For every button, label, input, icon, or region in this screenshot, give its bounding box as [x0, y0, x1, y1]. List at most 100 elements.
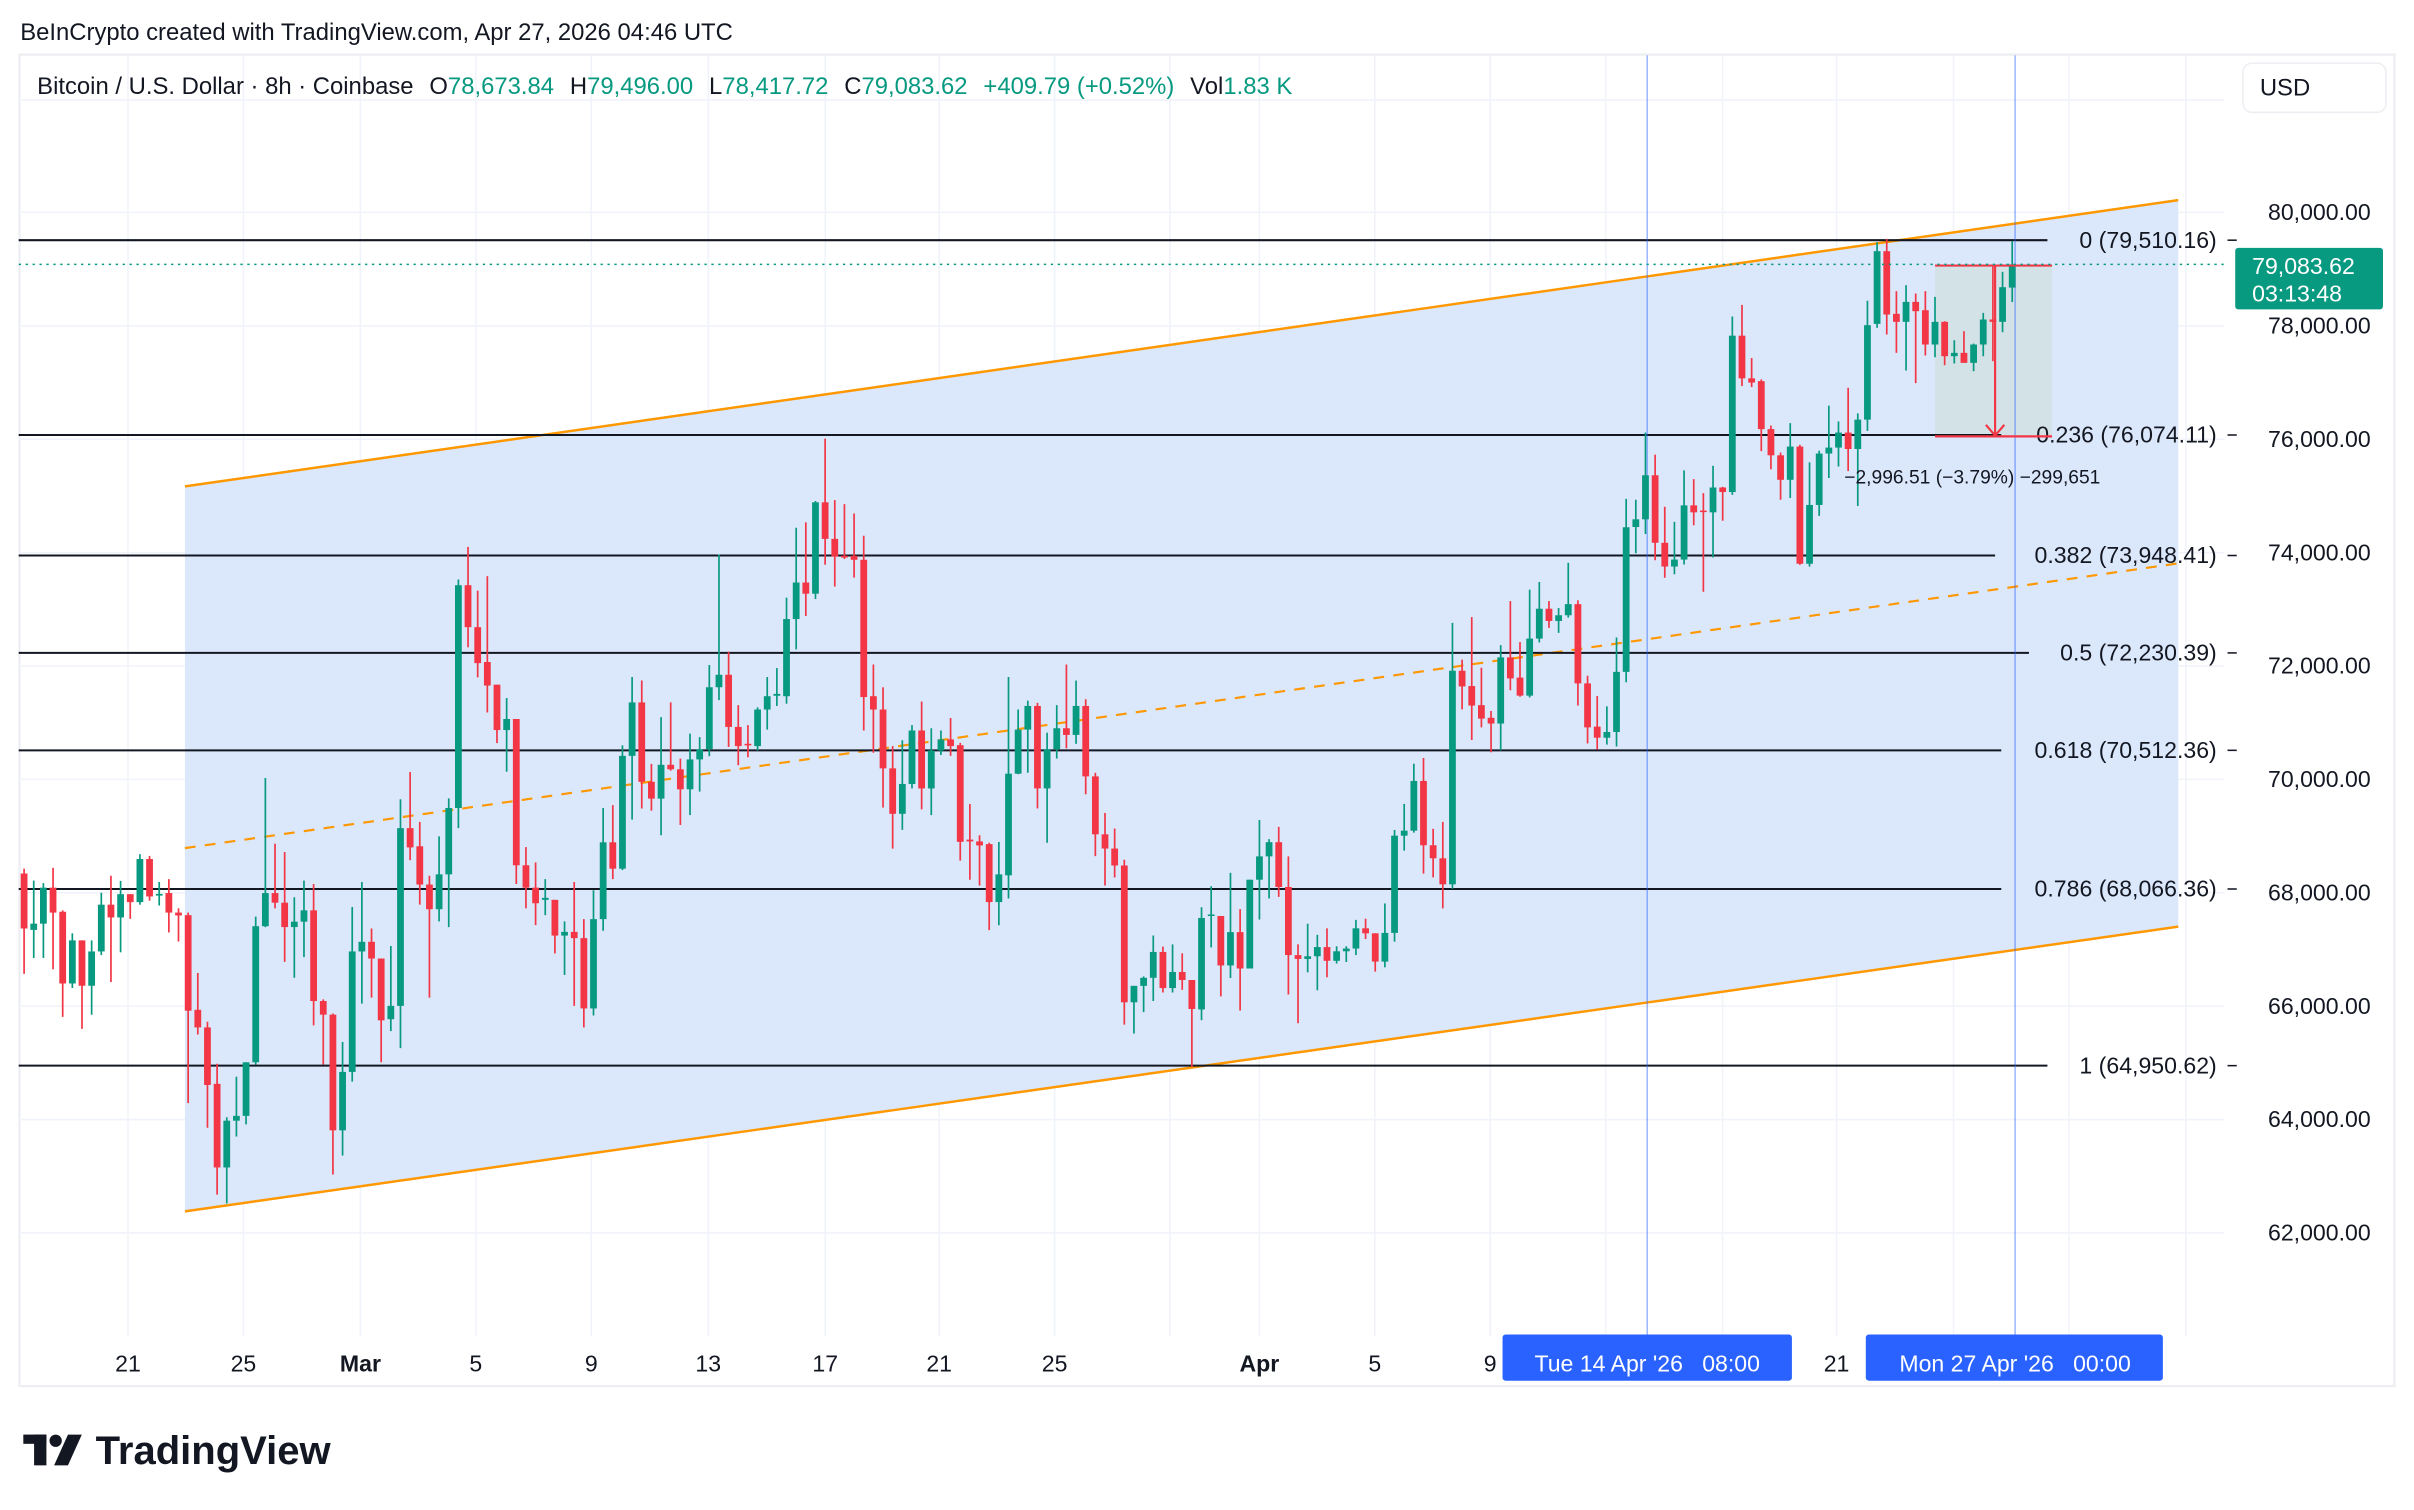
price-axis[interactable]: 80,000.00 78,000.00 76,000.00 74,000.00 72,0… [2268, 199, 2371, 1246]
candle-bullish [1613, 637, 1620, 747]
candle-bullish [590, 890, 597, 1016]
price-tick-label: 66,000.00 [2268, 993, 2371, 1019]
candle-body [927, 750, 935, 789]
candle-body [1506, 657, 1514, 679]
candle-body [1140, 977, 1148, 986]
candle-bullish [348, 906, 356, 1082]
candle-body [40, 887, 47, 924]
candle-bearish [1063, 664, 1070, 749]
candle-bearish [1439, 821, 1447, 909]
channel-middle-line[interactable] [184, 562, 2179, 850]
candle-bearish [310, 883, 318, 1026]
candle-bearish [956, 742, 964, 861]
candle-bearish [734, 705, 742, 766]
candle-bullish [1622, 498, 1630, 683]
candle-body [358, 941, 366, 952]
candle-bullish [1555, 607, 1562, 633]
candle-body [1381, 932, 1389, 962]
candle-body [570, 931, 578, 939]
candle-bearish [1111, 828, 1119, 878]
candle-body [30, 923, 38, 930]
candle-body [1246, 879, 1254, 969]
candle-body [233, 1115, 240, 1121]
measure-label: −2,996.51 (−3.79%) −299,651 [1844, 467, 2100, 488]
channel-upper-line[interactable] [184, 198, 2179, 488]
candle-body [869, 696, 877, 710]
current-price-label: 79,083.62 03:13:48 [2235, 247, 2383, 310]
price-tick-label: 62,000.00 [2268, 1220, 2371, 1246]
candle-bearish [1651, 454, 1659, 561]
candle-body [204, 1027, 211, 1085]
candle-bullish [1449, 622, 1456, 889]
time-label: Mar [340, 1350, 381, 1376]
candle-body [1487, 717, 1495, 724]
candle-body [763, 696, 771, 710]
candle-body [985, 844, 993, 903]
candle-body [599, 842, 607, 920]
candle-bearish [1584, 675, 1591, 744]
candle-bullish [339, 1041, 346, 1156]
candle-body [1767, 429, 1775, 456]
candle-bullish [715, 554, 723, 701]
candle-body [754, 709, 761, 747]
candle-bullish [455, 579, 462, 829]
candle-body [1999, 287, 2006, 322]
candle-bearish [1034, 702, 1041, 809]
candle-bullish [1902, 285, 1910, 371]
candle-body [329, 1014, 337, 1131]
candle-body [1120, 865, 1128, 1003]
time-label: 21 [115, 1350, 141, 1376]
candle-body [1719, 487, 1727, 493]
candle-bullish [117, 880, 124, 953]
candle-body [175, 912, 182, 916]
arrow-down-icon [1985, 424, 2006, 438]
candle-bullish [1313, 934, 1321, 991]
candle-body [966, 839, 974, 842]
candle-body [628, 702, 636, 756]
fib-level-label: 0.618 (70,512.36) [2035, 737, 2217, 763]
candle-body [474, 627, 482, 664]
candle-bearish [725, 651, 733, 747]
candle-bullish [1130, 985, 1138, 1034]
candle-bearish [1091, 772, 1099, 857]
candle-body [1526, 638, 1534, 696]
candle-body [1671, 559, 1678, 567]
channel-lower-line[interactable] [184, 925, 2179, 1213]
svg-text:Mon 27 Apr '26 00:00: Mon 27 Apr '26 00:00 [1899, 1350, 2131, 1376]
candle-body [1970, 344, 1977, 363]
fib-retracement[interactable]: 0 (79,510.16) 0.236 (76,074.11) 0.382 (73,… [18, 227, 2237, 1078]
candle-body [1169, 972, 1176, 989]
candle-body [1188, 980, 1196, 1009]
candle-body [1014, 729, 1022, 774]
candle-body [1420, 780, 1427, 846]
symbol-legend[interactable]: Bitcoin / U.S. Dollar · 8h · Coinbase O7… [37, 73, 1292, 100]
measure-tool[interactable] [1935, 264, 2053, 438]
candle-bearish [1757, 379, 1765, 452]
candle-bearish [1236, 909, 1244, 1011]
candle-bullish [1835, 421, 1842, 467]
candle-body [1043, 749, 1051, 789]
candle-bullish [1931, 296, 1939, 358]
candle-body [1400, 830, 1408, 836]
candle-bearish [744, 725, 752, 758]
crosshair-time-label: Tue 14 Apr '26 08:00 [1502, 1334, 1792, 1381]
candle-bearish [1738, 304, 1746, 387]
candle-body [59, 911, 67, 984]
fib-level-label: 1 (64,950.62) [2079, 1052, 2216, 1078]
candle-bullish [1014, 709, 1022, 775]
candle-body [580, 938, 588, 1009]
candle-bullish [503, 698, 511, 772]
candle-bullish [88, 940, 96, 1015]
candle-body [1516, 677, 1524, 696]
time-axis[interactable]: 21 25 Mar 5 9 13 17 21 25 Apr 5 9 21 [115, 1350, 1849, 1376]
candle-bearish [194, 972, 202, 1035]
candle-bullish [812, 500, 819, 600]
candle-bearish [1478, 667, 1485, 728]
candle-bullish [773, 668, 781, 706]
candle-body [667, 764, 675, 770]
currency-button[interactable]: USD [2242, 62, 2387, 114]
candle-body [339, 1071, 346, 1131]
candle-bearish [1777, 452, 1784, 500]
candle-bullish [1198, 907, 1205, 1021]
candle-body [146, 859, 153, 897]
